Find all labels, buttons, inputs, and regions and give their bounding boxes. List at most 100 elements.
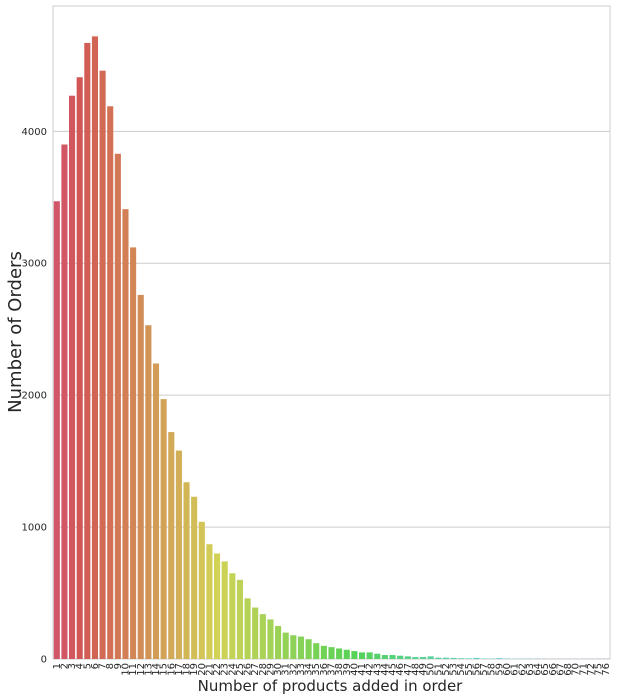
bars xyxy=(53,36,610,660)
bar xyxy=(343,649,350,659)
x-tick-label: 42 xyxy=(365,663,376,676)
bar xyxy=(130,247,137,659)
bar xyxy=(389,655,396,659)
x-tick-label: 4 xyxy=(75,663,86,669)
x-tick-label: 71 xyxy=(578,663,589,676)
x-tick-label: 9 xyxy=(113,663,124,669)
x-tick-label: 49 xyxy=(418,663,429,676)
x-tick-label: 64 xyxy=(533,663,544,676)
x-tick-label: 19 xyxy=(189,663,200,676)
x-tick-label: 1 xyxy=(52,663,63,669)
x-tick-label: 70 xyxy=(571,663,582,676)
x-tick-label: 61 xyxy=(510,663,521,676)
x-tick-label: 23 xyxy=(220,663,231,676)
x-tick-label: 53 xyxy=(449,663,460,676)
x-tick-label: 7 xyxy=(98,663,109,669)
x-tick-label: 67 xyxy=(555,663,566,676)
x-tick-label: 36 xyxy=(319,663,330,676)
x-tick-label: 13 xyxy=(143,663,154,676)
bar xyxy=(458,658,465,659)
x-tick-label: 44 xyxy=(380,663,391,676)
bar xyxy=(244,598,251,659)
bar xyxy=(420,657,427,659)
bar xyxy=(336,648,343,659)
x-tick-label: 6 xyxy=(90,663,101,669)
bar xyxy=(450,657,457,659)
bar xyxy=(313,643,320,659)
bar xyxy=(465,658,472,659)
bar xyxy=(84,42,91,659)
bar xyxy=(69,95,76,659)
bar xyxy=(374,653,381,659)
y-tick-label: 3000 xyxy=(22,259,47,270)
bar xyxy=(61,144,68,659)
x-tick-label: 60 xyxy=(502,663,513,676)
bar xyxy=(107,106,114,659)
x-tick-label: 11 xyxy=(128,663,139,676)
x-tick-label: 65 xyxy=(540,663,551,676)
x-tick-label: 14 xyxy=(151,663,162,676)
x-tick-label: 62 xyxy=(517,663,528,676)
x-tick-label: 30 xyxy=(273,663,284,676)
bar xyxy=(76,77,83,660)
bar xyxy=(297,636,305,659)
x-tick-label: 20 xyxy=(197,663,208,676)
plot-area xyxy=(52,5,611,660)
bar xyxy=(168,432,175,659)
bar xyxy=(358,652,366,659)
x-tick-label: 5 xyxy=(82,663,93,669)
x-tick-label: 35 xyxy=(311,663,322,676)
bar xyxy=(114,153,121,659)
x-tick-label: 2 xyxy=(59,663,70,669)
bar xyxy=(267,619,274,659)
x-tick-label: 54 xyxy=(456,663,467,676)
x-tick-label: 10 xyxy=(120,663,131,676)
bar xyxy=(53,201,60,660)
bar xyxy=(259,614,266,659)
bar xyxy=(481,658,488,659)
bar xyxy=(183,482,190,659)
x-tick-label: 75 xyxy=(594,663,605,676)
bar xyxy=(282,632,289,659)
x-tick-label: 15 xyxy=(159,663,170,676)
bar xyxy=(435,657,442,659)
y-tick-labels: 0 1000 2000 3000 4000 xyxy=(22,127,47,666)
y-tick-label: 4000 xyxy=(22,127,47,138)
bar xyxy=(442,657,449,659)
bar xyxy=(229,573,236,659)
x-tick-label: 16 xyxy=(166,663,177,676)
bar xyxy=(137,294,144,659)
x-tick-label: 38 xyxy=(334,663,345,676)
x-tick-label: 17 xyxy=(174,663,185,676)
x-tick-label: 51 xyxy=(433,663,444,676)
x-tick-label: 39 xyxy=(342,663,353,676)
bar xyxy=(381,655,388,659)
x-tick-label: 26 xyxy=(243,663,254,676)
x-tick-label: 12 xyxy=(136,663,147,676)
x-tick-label: 50 xyxy=(426,663,437,676)
bar xyxy=(351,651,358,659)
x-tick-label: 27 xyxy=(250,663,261,676)
x-tick-label: 55 xyxy=(464,663,475,676)
x-tick-label: 33 xyxy=(296,663,307,676)
bar xyxy=(122,209,129,659)
x-tick-label: 37 xyxy=(327,663,338,676)
x-tick-label: 52 xyxy=(441,663,452,676)
x-tick-label: 66 xyxy=(548,663,559,676)
bar xyxy=(160,399,167,659)
bar xyxy=(191,496,198,659)
bar xyxy=(290,635,297,659)
x-tick-label: 3 xyxy=(67,663,78,669)
bar xyxy=(305,639,312,659)
x-tick-label: 40 xyxy=(349,663,360,676)
bar xyxy=(412,657,419,659)
x-tick-label: 76 xyxy=(601,663,612,676)
bar xyxy=(145,325,152,659)
bar xyxy=(236,579,243,659)
bar xyxy=(206,544,213,659)
x-tick-label: 8 xyxy=(105,663,116,669)
x-tick-label: 48 xyxy=(410,663,421,676)
x-tick-label: 24 xyxy=(227,663,238,676)
x-tick-label: 21 xyxy=(204,663,215,676)
